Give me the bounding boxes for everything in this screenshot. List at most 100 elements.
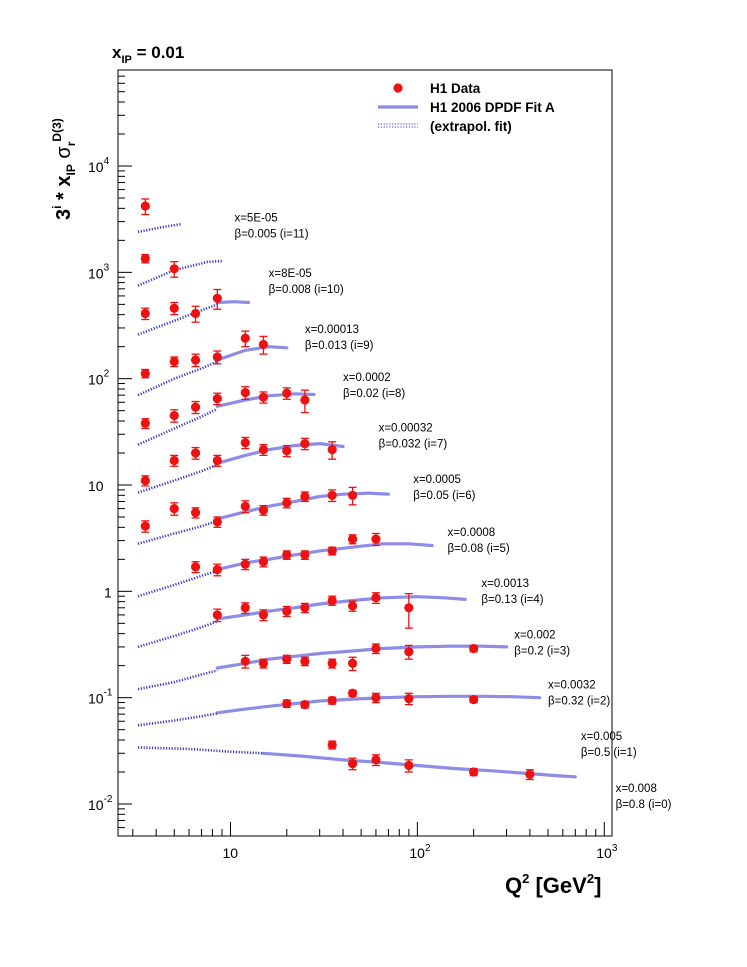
data-marker <box>347 534 358 544</box>
data-marker <box>169 455 179 466</box>
data-point-i2 <box>240 654 250 669</box>
data-point-i4 <box>240 558 250 571</box>
data-marker <box>169 503 179 514</box>
x-axis-label: Q2 [GeV2] <box>505 871 601 898</box>
data-marker <box>347 490 358 500</box>
data-point-i9 <box>212 288 222 310</box>
series-label-x-i0: x=0.008 <box>616 783 657 795</box>
data-marker <box>282 388 292 398</box>
y-tick-label: 103 <box>88 262 110 281</box>
data-point-i6 <box>190 446 201 460</box>
data-marker <box>169 410 179 421</box>
data-marker <box>240 656 250 666</box>
fit-curve-i3 <box>215 595 467 621</box>
series-label-x-i11: x=5E-05 <box>234 213 277 225</box>
data-point-i3 <box>371 592 381 605</box>
extrapolation-curve-i3 <box>137 620 218 649</box>
series-label-beta-i7: β=0.032 (i=7) <box>379 438 448 450</box>
data-marker <box>371 693 381 703</box>
data-point-i5 <box>258 504 269 516</box>
data-marker <box>258 658 269 669</box>
extrapolation-curve-i8 <box>137 360 218 397</box>
data-point-i4 <box>190 561 201 574</box>
data-marker <box>347 688 358 698</box>
series-label-beta-i5: β=0.08 (i=5) <box>448 543 510 555</box>
data-marker <box>258 445 269 455</box>
series-label-x-i7: x=0.00032 <box>379 422 433 434</box>
data-point-i1 <box>327 695 337 706</box>
data-marker <box>240 333 250 343</box>
data-point-i7 <box>240 386 250 400</box>
data-marker <box>327 658 337 669</box>
series-label-beta-i10: β=0.008 (i=10) <box>269 284 344 296</box>
fit-curve-i4 <box>215 542 434 572</box>
series-label-beta-i1: β=0.5 (i=1) <box>581 747 637 759</box>
data-point-i7 <box>169 409 179 423</box>
data-marker <box>190 355 201 365</box>
data-point-i3 <box>300 602 310 614</box>
data-marker <box>282 498 292 508</box>
data-marker <box>212 352 222 362</box>
fit-curve-i1 <box>215 694 542 715</box>
data-point-i6 <box>300 437 310 451</box>
data-marker <box>140 201 150 211</box>
data-point-i1 <box>300 700 310 710</box>
series-label-x-i8: x=0.0002 <box>343 372 391 384</box>
data-point-i0 <box>469 767 479 777</box>
data-marker <box>371 755 381 765</box>
data-point-i4 <box>327 546 337 556</box>
data-marker <box>258 505 269 515</box>
series-label-beta-i0: β=0.8 (i=0) <box>616 799 672 811</box>
series-label-x-i6: x=0.0005 <box>413 474 461 486</box>
data-point-i6 <box>258 443 269 457</box>
data-point-i3 <box>258 609 269 622</box>
data-marker <box>169 356 179 367</box>
data-point-i6 <box>212 454 222 467</box>
data-point-i9 <box>190 305 201 323</box>
data-marker <box>282 698 292 709</box>
data-marker <box>282 606 292 616</box>
data-marker <box>258 392 269 402</box>
data-point-i7 <box>190 400 201 415</box>
y-tick-label: 10 <box>88 478 104 494</box>
data-point-i8 <box>240 330 250 348</box>
data-point-i0 <box>371 754 381 767</box>
data-marker <box>212 293 222 303</box>
data-point-i10 <box>140 253 150 264</box>
legend: H1 Data H1 2006 DPDF Fit A (extrapol. fit) <box>378 81 555 134</box>
data-marker <box>240 438 250 448</box>
data-marker <box>282 654 292 664</box>
data-marker <box>327 695 337 706</box>
series-labels: x=5E-05 β=0.005 (i=11) x=8E-05 β=0.008 (i=1… <box>234 213 671 811</box>
x-tick-label: 102 <box>409 843 431 861</box>
data-marker <box>300 603 310 613</box>
data-marker <box>212 610 222 620</box>
data-marker <box>212 393 222 404</box>
data-point-i2 <box>258 658 269 669</box>
data-marker <box>327 445 337 455</box>
data-point-i2 <box>347 656 358 672</box>
extrapolation-curve-i9 <box>137 303 218 336</box>
series-label-beta-i11: β=0.005 (i=11) <box>234 229 308 241</box>
extrapolation-curve-i10 <box>137 259 223 287</box>
data-marker <box>469 767 479 777</box>
series-label-x-i4: x=0.0013 <box>481 578 529 590</box>
data-point-i4 <box>212 563 222 577</box>
data-point-i2 <box>327 658 337 669</box>
extrapolation-curve-i1 <box>137 712 218 727</box>
data-marker <box>300 491 310 502</box>
data-marker <box>347 758 358 769</box>
data-marker <box>327 595 337 606</box>
data-point-i8 <box>190 353 201 368</box>
data-marker <box>240 603 250 613</box>
data-point-i3 <box>212 608 222 623</box>
data-marker <box>190 308 201 319</box>
data-point-i11 <box>140 198 150 216</box>
data-marker <box>371 534 381 544</box>
data-point-i5 <box>327 489 337 503</box>
series-label-x-i10: x=8E-05 <box>269 268 312 280</box>
data-point-i7 <box>282 387 292 400</box>
data-marker <box>371 593 381 603</box>
data-point-i8 <box>212 350 222 365</box>
data-point-i2 <box>371 643 381 655</box>
